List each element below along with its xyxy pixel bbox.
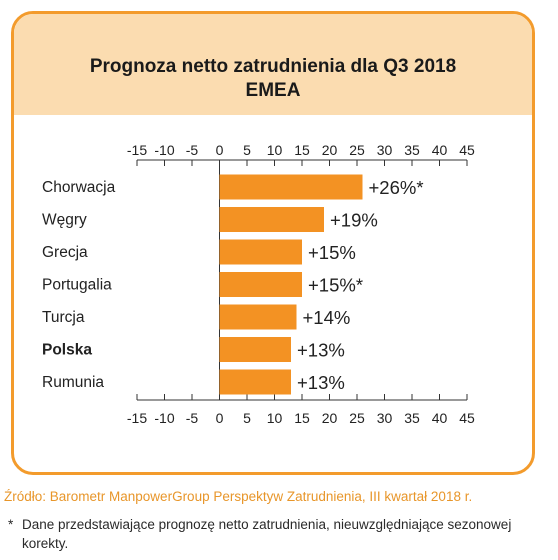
chart-header: [14, 14, 532, 115]
top-tick-label: 20: [322, 142, 338, 158]
bottom-tick-label: -5: [186, 410, 199, 426]
bar-chart: -15 -15 -10 -10 -5 -5 0 0 5 5 10 10 15 15 20 20 25 25 30 30…: [42, 142, 475, 426]
bottom-tick-label: 30: [377, 410, 393, 426]
footnote-text: Dane przedstawiające prognozę netto zatr…: [22, 517, 512, 551]
data-label: +15%: [308, 242, 356, 263]
category-label: Turcja: [42, 309, 85, 326]
category-label: Polska: [42, 342, 92, 359]
data-label: +19%: [330, 210, 378, 231]
data-label: +13%: [297, 340, 345, 361]
bar-portugalia: [219, 272, 302, 297]
top-tick-label: 35: [404, 142, 420, 158]
chart-card: Prognoza netto zatrudnienia dla Q3 2018 …: [11, 11, 535, 475]
chart-title-line-2: EMEA: [245, 80, 301, 101]
bottom-tick-label: 10: [267, 410, 283, 426]
chart-title-line-1: Prognoza netto zatrudnienia dla Q3 2018: [89, 56, 457, 77]
footnote-marker: *: [8, 517, 14, 532]
bottom-tick-label: 15: [294, 410, 310, 426]
bottom-tick-label: 35: [404, 410, 420, 426]
chart-title: Prognoza netto zatrudnienia dla Q3 2018 …: [14, 55, 532, 103]
bottom-tick-label: -10: [154, 410, 174, 426]
bottom-tick-label: 45: [459, 410, 475, 426]
category-label: Chorwacja: [42, 179, 116, 196]
bar-rumunia: [219, 369, 291, 395]
data-label: +14%: [303, 307, 351, 328]
bar-grecja: [219, 239, 302, 265]
top-tick-label: 40: [432, 142, 448, 158]
top-tick-label: -10: [154, 142, 174, 158]
bar-turcja: [219, 304, 297, 330]
data-label: +26%*: [369, 177, 424, 198]
top-tick-label: -5: [186, 142, 199, 158]
data-label: +15%*: [308, 275, 363, 296]
bottom-tick-label: 40: [432, 410, 448, 426]
top-tick-label: 30: [377, 142, 393, 158]
top-tick-label: 45: [459, 142, 475, 158]
data-label: +13%: [297, 372, 345, 393]
top-tick-label: 15: [294, 142, 310, 158]
source-note: Źródło: Barometr ManpowerGroup Perspekty…: [4, 489, 473, 504]
top-tick-label: -15: [127, 142, 147, 158]
top-tick-label: 25: [349, 142, 365, 158]
footnote: * Dane przedstawiające prognozę netto za…: [8, 515, 528, 553]
bottom-tick-label: 25: [349, 410, 365, 426]
bar-węgry: [219, 207, 324, 232]
bar-polska: [219, 337, 291, 362]
category-label: Grecja: [42, 244, 88, 261]
bottom-tick-label: -15: [127, 410, 147, 426]
top-tick-label: 10: [267, 142, 283, 158]
category-label: Portugalia: [42, 277, 112, 294]
top-tick-label: 5: [243, 142, 251, 158]
top-tick-label: 0: [216, 142, 224, 158]
bar-chorwacja: [219, 174, 363, 200]
bottom-tick-label: 20: [322, 410, 338, 426]
bottom-tick-label: 0: [216, 410, 224, 426]
category-label: Węgry: [42, 212, 87, 229]
bottom-tick-label: 5: [243, 410, 251, 426]
category-label: Rumunia: [42, 374, 104, 391]
